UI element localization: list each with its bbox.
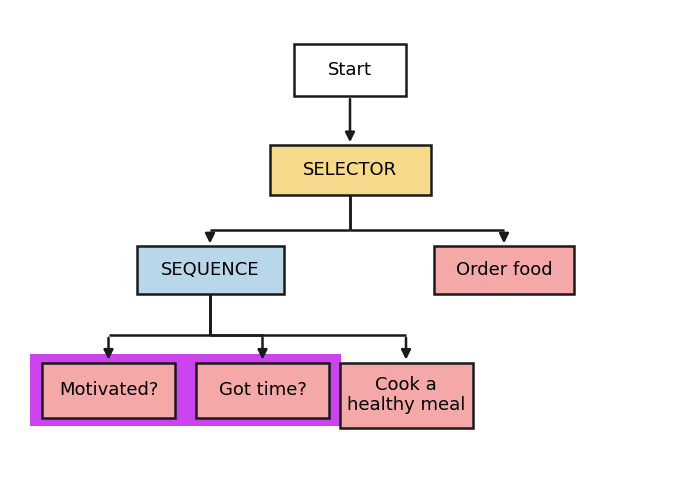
Text: Cook a
healthy meal: Cook a healthy meal <box>346 376 466 414</box>
Bar <box>30 354 187 426</box>
Bar <box>294 44 406 96</box>
Text: SELECTOR: SELECTOR <box>303 161 397 179</box>
Bar <box>136 246 284 294</box>
Text: SEQUENCE: SEQUENCE <box>161 261 259 279</box>
Bar <box>196 362 329 418</box>
Bar <box>434 246 574 294</box>
Bar <box>42 362 175 418</box>
Bar <box>184 354 341 426</box>
Bar <box>270 145 430 195</box>
Bar <box>340 362 472 428</box>
Text: Start: Start <box>328 61 372 79</box>
Text: Got time?: Got time? <box>218 381 307 399</box>
Text: Motivated?: Motivated? <box>59 381 158 399</box>
Text: Order food: Order food <box>456 261 552 279</box>
